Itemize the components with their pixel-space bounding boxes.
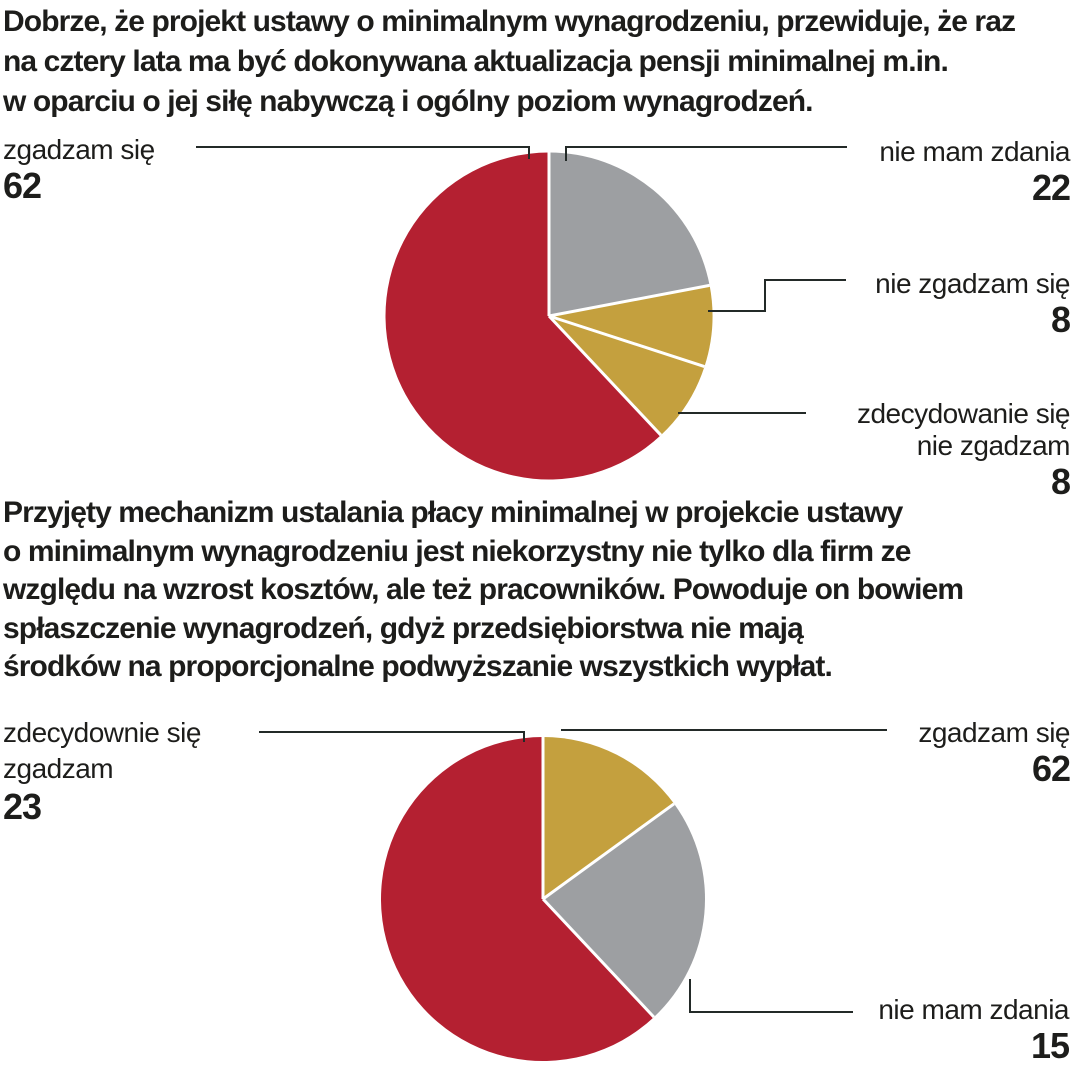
- question-2-line-5: środków na proporcjonalne podwyższanie w…: [3, 650, 833, 683]
- leader-line: [678, 412, 806, 414]
- callout-pie1-nie-zgadzam-sie: nie zgadzam się 8: [875, 267, 1071, 340]
- leader-line: [689, 1011, 853, 1013]
- callout-label: nie zgadzam się: [875, 268, 1070, 299]
- callout-pie2-zdecydownie-sie-zgadzam: zdecydownie się zgadzam 23: [3, 715, 201, 827]
- slice-separator: [547, 314, 663, 437]
- leader-line-tick: [528, 146, 530, 159]
- callout-value: 22: [1031, 167, 1071, 208]
- callout-pie2-nie-mam-zdania: nie mam zdania 15: [878, 993, 1070, 1066]
- pie-slice-red: [380, 737, 654, 1061]
- pie-slice-gray: [543, 803, 705, 1018]
- question-2-line-2: o minimalnym wynagrodzeniu jest niekorzy…: [3, 534, 911, 568]
- callout-pie1-zdecydowanie-nie-zgadzam: zdecydowanie się nie zgadzam 8: [856, 398, 1071, 502]
- callout-value: 15: [1030, 1025, 1070, 1066]
- leader-line-tick: [523, 731, 525, 742]
- callout-value: 8: [1050, 461, 1071, 502]
- leader-line: [708, 310, 766, 312]
- question-2-line-4: spłaszczenie wynagrodzeń, gdyż przedsięb…: [3, 611, 804, 645]
- question-1-line-2: na cztery lata ma być dokonywana aktuali…: [3, 45, 949, 78]
- callout-label: zgadzam się: [3, 134, 155, 165]
- callout-pie2-zgadzam-sie: zgadzam się 62: [918, 716, 1071, 789]
- question-2-line-1: Przyjęty mechanizm ustalania płacy minim…: [3, 496, 903, 529]
- callout-pie1-zgadzam-sie: zgadzam się 62: [3, 133, 155, 206]
- slice-separator: [548, 314, 705, 368]
- leader-line: [561, 729, 887, 731]
- question-1-line-3: w oparciu o jej siłę nabywczą i ogólny p…: [3, 85, 814, 118]
- leader-line: [689, 979, 691, 1013]
- pie-slice-gold: [549, 285, 713, 367]
- callout-label: nie zgadzam: [916, 430, 1071, 461]
- survey-question-2: Przyjęty mechanizm ustalania płacy minim…: [3, 494, 964, 687]
- pie-slice-gray: [549, 152, 710, 316]
- callout-pie1-nie-mam-zdania: nie mam zdania 22: [879, 135, 1071, 208]
- survey-question-1: Dobrze, że projekt ustawy o minimalnym w…: [3, 2, 1016, 122]
- pie-chart-2: [380, 737, 705, 1061]
- callout-label: nie mam zdania: [879, 136, 1070, 167]
- question-2-line-3: względu na wzrost kosztów, ale też praco…: [3, 573, 964, 606]
- callout-label: zgadzam: [3, 753, 114, 784]
- leader-line: [565, 146, 847, 148]
- leader-line-tick: [565, 147, 567, 161]
- pie-slice-red: [385, 152, 661, 480]
- pie-slice-gold: [543, 737, 675, 899]
- slice-separator: [548, 283, 710, 318]
- pie-chart-1: [385, 152, 713, 480]
- leader-line: [764, 279, 766, 312]
- slice-separator: [541, 897, 655, 1019]
- callout-value: 62: [3, 165, 42, 206]
- question-1-line-1: Dobrze, że projekt ustawy o minimalnym w…: [3, 5, 1016, 38]
- callout-label: zdecydowanie się: [856, 398, 1071, 429]
- callout-value: 8: [1050, 299, 1071, 340]
- leader-line: [259, 731, 525, 733]
- pie-slice-gold: [549, 316, 705, 436]
- leader-line: [196, 146, 530, 148]
- slice-separator: [542, 802, 675, 901]
- callout-value: 23: [3, 786, 42, 827]
- callout-value: 62: [1031, 748, 1071, 789]
- leader-line: [764, 279, 846, 281]
- callout-label: zgadzam się: [918, 717, 1070, 748]
- callout-label: nie mam zdania: [878, 994, 1069, 1025]
- callout-label: zdecydownie się: [3, 717, 201, 748]
